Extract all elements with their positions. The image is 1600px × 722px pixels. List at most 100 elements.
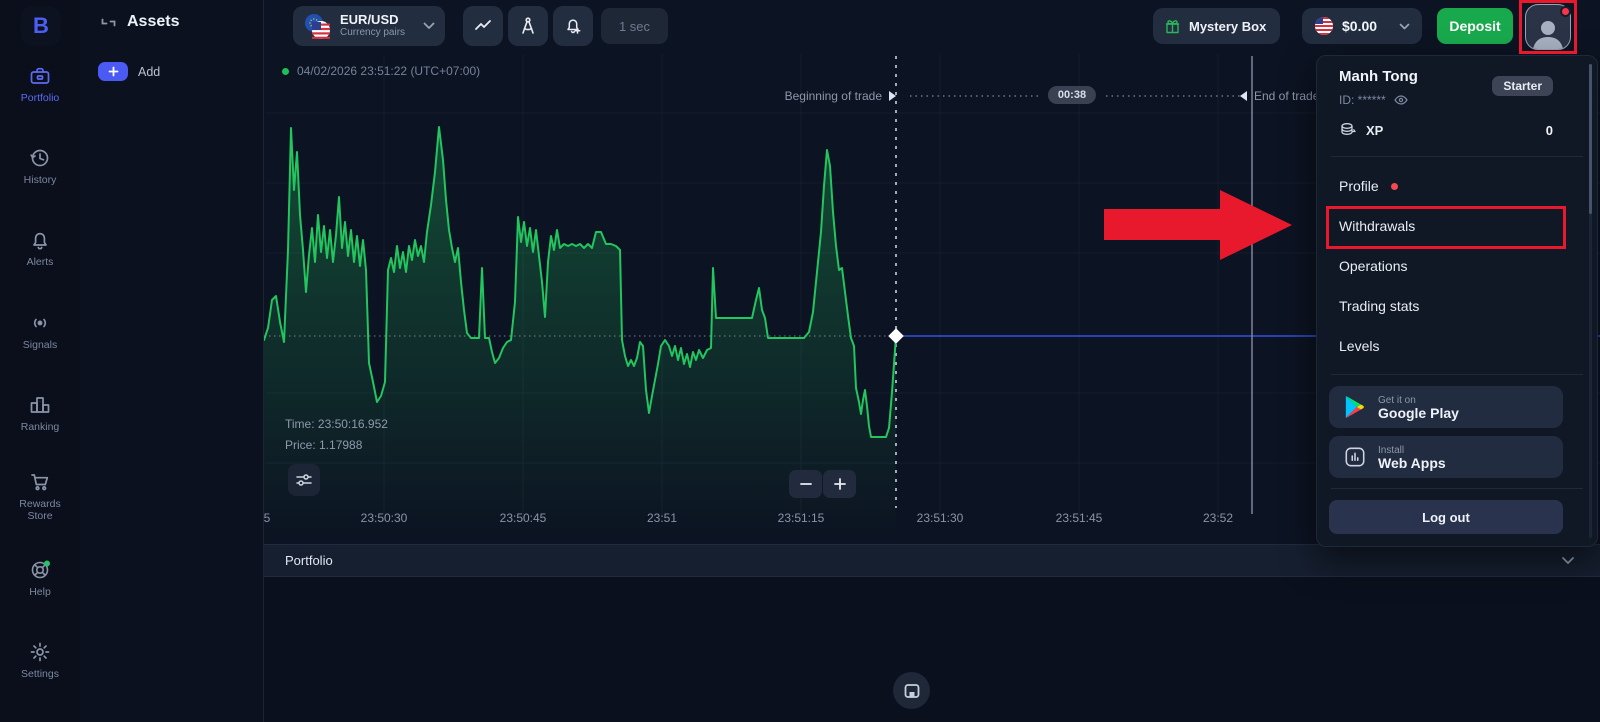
plus-icon: [833, 478, 846, 490]
sidebar-item-portfolio[interactable]: Portfolio: [0, 64, 80, 104]
session-datetime: 04/02/2026 23:51:22 (UTC+07:00): [297, 64, 481, 78]
tooltip-price: Price: 1.17988: [285, 438, 363, 452]
tooltip-time: Time: 23:50:16.952: [285, 417, 388, 431]
bell-plus-icon: [567, 19, 581, 34]
time-axis: 5 23:50:30 23:50:45 23:51 23:51:15 23:51:30 23…: [0, 511, 1600, 529]
podium-icon: [30, 397, 50, 413]
eye-icon[interactable]: [1393, 95, 1408, 105]
chevron-down-icon: [1562, 557, 1574, 564]
x-axis-label: 5: [263, 511, 271, 525]
menu-item-levels[interactable]: Levels: [1339, 338, 1380, 354]
asset-pair-selector[interactable]: EUR/USD Currency pairs: [293, 6, 445, 46]
sidebar-item-ranking[interactable]: Ranking: [0, 393, 80, 433]
drawing-tools-button[interactable]: [508, 6, 548, 46]
sidebar-item-rewards-store[interactable]: Rewards Store: [0, 470, 80, 522]
sidebar-item-settings[interactable]: Settings: [0, 640, 80, 680]
web-apps-label: Web Apps: [1378, 455, 1446, 471]
end-of-trade-label: End of trade: [1240, 89, 1319, 103]
add-asset-label: Add: [138, 64, 161, 79]
right-triangle-icon: [889, 91, 896, 101]
cart-icon: [31, 474, 49, 491]
mystery-box-label: Mystery Box: [1189, 18, 1267, 34]
dock-button[interactable]: [893, 672, 930, 709]
profile-id: ID: ******: [1339, 93, 1386, 107]
left-triangle-icon: [1240, 91, 1247, 101]
notification-dot: [1560, 6, 1571, 17]
divider: [1331, 488, 1583, 489]
line-chart-icon: [475, 20, 491, 30]
plus-icon: [98, 62, 128, 81]
brand-logo[interactable]: B: [21, 6, 61, 46]
portfolio-drawer[interactable]: Portfolio: [264, 544, 1600, 577]
sidebar-item-history[interactable]: History: [0, 146, 80, 186]
chart-type-button[interactable]: [463, 6, 503, 46]
chevron-down-icon: [423, 22, 435, 29]
balance-amount: $0.00: [1342, 18, 1378, 34]
zoom-out-button[interactable]: [789, 470, 822, 498]
zoom-in-button[interactable]: [823, 470, 856, 498]
portfolio-drawer-label: Portfolio: [285, 553, 333, 568]
xp-label: XP: [1366, 122, 1384, 138]
menu-item-profile[interactable]: Profile: [1317, 166, 1599, 206]
gear-icon: [30, 642, 50, 662]
current-price-marker: [888, 328, 904, 344]
level-badge: Starter: [1492, 76, 1553, 96]
gift-icon: [1166, 20, 1179, 34]
xp-coins-icon: [1341, 123, 1356, 135]
x-axis-label: 23:51: [646, 511, 678, 525]
signal-icon: [33, 318, 47, 328]
profile-name: Manh Tong: [1339, 68, 1418, 85]
web-apps-icon: [1345, 447, 1365, 467]
briefcase-icon: [30, 67, 50, 84]
x-axis-label: 23:50:45: [499, 511, 547, 525]
menu-scrollbar: [1589, 64, 1592, 538]
divider: [1331, 156, 1583, 157]
pair-flags-icon: [305, 14, 330, 39]
pair-symbol: EUR/USD: [340, 12, 399, 27]
session-info: 04/02/2026 23:51:22 (UTC+07:00): [282, 64, 480, 78]
compass-icon: [522, 17, 534, 34]
person-icon: [1533, 21, 1563, 49]
x-axis-label: 23:51:15: [777, 511, 825, 525]
divider: [1331, 374, 1583, 375]
live-dot-icon: [282, 67, 289, 75]
add-alert-button[interactable]: [553, 6, 593, 46]
menu-item-trading-stats[interactable]: Trading stats: [1339, 298, 1420, 314]
history-clock-icon: [30, 149, 49, 167]
countdown-badge: 00:38: [1047, 86, 1097, 104]
dock-icon: [904, 683, 919, 698]
chart-settings-button[interactable]: [288, 464, 320, 496]
us-flag-icon: [1315, 17, 1333, 35]
xp-value: 0: [1545, 122, 1553, 138]
x-axis-label: 23:51:30: [916, 511, 964, 525]
beginning-of-trade-label: Beginning of trade: [785, 89, 896, 103]
web-apps-caption: Install: [1378, 445, 1405, 456]
bell-icon: [33, 232, 47, 250]
menu-scrollbar-thumb[interactable]: [1589, 64, 1592, 214]
sidebar-item-signals[interactable]: Signals: [0, 311, 80, 351]
lifebuoy-icon: [31, 560, 50, 579]
sidebar-item-help[interactable]: Help: [0, 558, 80, 598]
assets-icon: [101, 18, 116, 26]
mystery-box-button[interactable]: Mystery Box: [1153, 8, 1280, 44]
menu-item-operations[interactable]: Operations: [1339, 258, 1408, 274]
menu-item-withdrawals[interactable]: Withdrawals: [1339, 218, 1416, 234]
profile-notification-dot: [1390, 182, 1398, 190]
logout-button[interactable]: Log out: [1329, 500, 1563, 534]
bottom-strip: [264, 577, 1600, 722]
balance-selector[interactable]: $0.00: [1302, 8, 1422, 44]
profile-menu: Manh Tong ID: ****** Starter XP 0: [1316, 55, 1598, 547]
interval-selector[interactable]: 1 sec: [601, 8, 668, 44]
google-play-caption: Get it on: [1378, 395, 1416, 406]
sidebar-item-alerts[interactable]: Alerts: [0, 228, 80, 268]
x-axis-label: 23:52: [1202, 511, 1234, 525]
deposit-button[interactable]: Deposit: [1437, 8, 1513, 44]
google-play-icon: [1345, 396, 1364, 418]
chevron-down-icon: [1399, 23, 1410, 29]
google-play-button[interactable]: Get it on Google Play: [1329, 386, 1563, 428]
add-asset-button[interactable]: Add: [98, 62, 160, 81]
web-apps-button[interactable]: Install Web Apps: [1329, 436, 1563, 478]
x-axis-label: 23:51:45: [1055, 511, 1103, 525]
